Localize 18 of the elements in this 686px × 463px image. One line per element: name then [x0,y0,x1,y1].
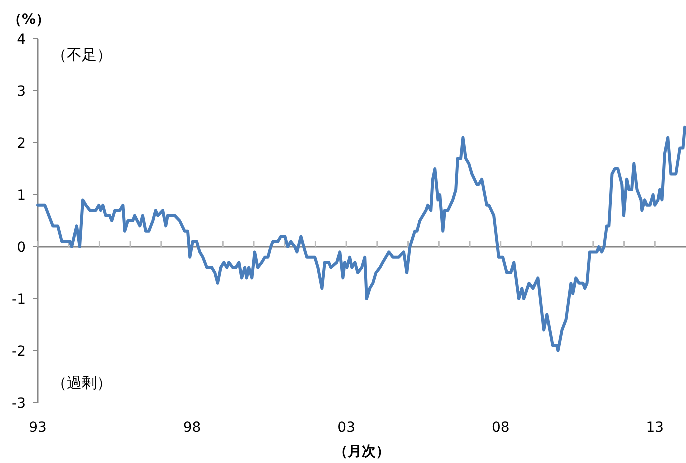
y-tick-label: 4 [17,32,26,48]
x-tick-label: 13 [646,420,664,436]
annotation: （不足） [52,46,112,64]
y-axis-title: （%） [8,12,50,28]
y-tick-label: -1 [12,292,26,308]
y-tick-label: 0 [17,240,26,256]
x-tick-label: 98 [183,420,202,436]
annotation: （過剰） [52,374,112,392]
y-tick-label: 1 [17,188,26,204]
y-tick-label: -3 [12,396,26,412]
x-tick-label: 93 [29,420,47,436]
y-tick-label: 3 [17,84,26,100]
y-tick-label: -2 [12,344,26,360]
x-axis-title: （月次） [334,444,390,460]
y-tick-label: 2 [17,136,26,152]
x-tick-label: 03 [338,420,356,436]
x-tick-label: 08 [492,420,510,436]
line-series [36,126,686,352]
